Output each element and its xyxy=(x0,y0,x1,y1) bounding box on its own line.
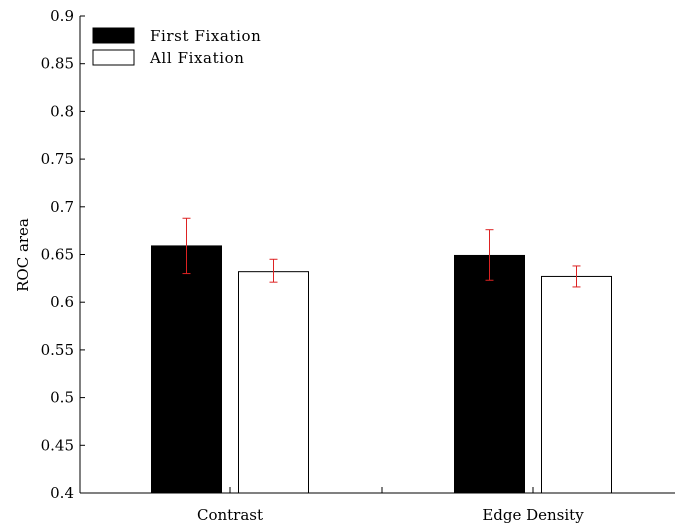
axes: 0.4 0.45 0.5 0.55 0.6 0.65 0.7 0.75 0.8 0.85 0.9 Co… xyxy=(41,7,675,524)
y-tick-label: 0.65 xyxy=(41,246,74,264)
x-tick-label: Contrast xyxy=(197,506,263,524)
bar xyxy=(151,245,222,494)
y-tick-label: 0.55 xyxy=(41,341,74,359)
y-tick-label: 0.8 xyxy=(50,102,74,120)
legend: First Fixation All Fixation xyxy=(92,27,261,67)
y-axis-label: ROC area xyxy=(14,218,32,292)
bar xyxy=(454,254,525,494)
y-tick-label: 0.85 xyxy=(41,55,74,73)
bar xyxy=(541,275,612,494)
error-bars xyxy=(182,217,581,288)
y-tick-label: 0.9 xyxy=(50,7,74,25)
x-tick-label: Edge Density xyxy=(482,506,584,524)
y-tick-label: 0.7 xyxy=(50,198,74,216)
bar xyxy=(238,271,309,494)
y-tick-label: 0.4 xyxy=(50,484,74,502)
legend-label: All Fixation xyxy=(149,49,245,67)
bars xyxy=(151,245,612,494)
legend-swatch xyxy=(92,49,135,66)
y-tick-label: 0.45 xyxy=(41,436,74,454)
legend-swatch xyxy=(92,27,135,44)
y-tick-label: 0.5 xyxy=(50,389,74,407)
legend-label: First Fixation xyxy=(150,27,261,45)
y-tick-label: 0.6 xyxy=(50,293,74,311)
y-tick-label: 0.75 xyxy=(41,150,74,168)
